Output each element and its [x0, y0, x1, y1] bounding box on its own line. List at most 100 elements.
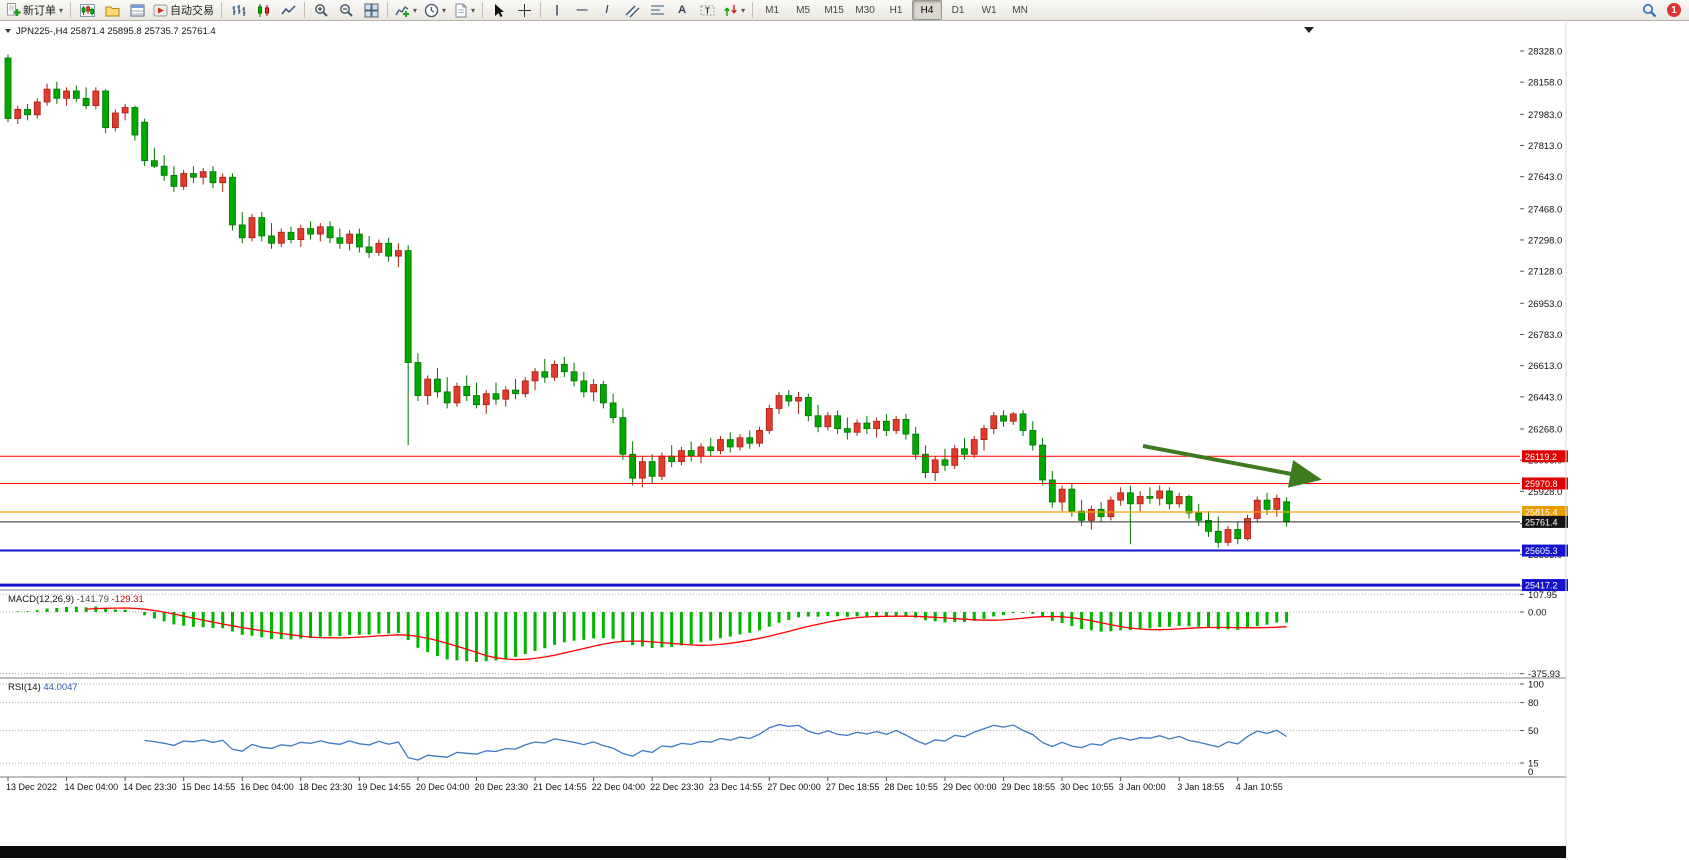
text-label-button[interactable]: T — [695, 0, 719, 20]
candle-body — [82, 97, 90, 107]
candle-body — [482, 393, 490, 406]
candle-body — [1185, 496, 1193, 514]
indicators-button[interactable]: ▾ — [392, 0, 420, 20]
timeframe-m1-button[interactable]: M1 — [765, 4, 780, 16]
candle-body — [560, 363, 568, 373]
candle-body — [707, 446, 715, 452]
timeframe-m30-button[interactable]: M30 — [855, 4, 875, 16]
arrows-button[interactable]: ▾ — [720, 0, 748, 20]
symbol-dropdown-icon[interactable] — [5, 29, 11, 33]
periods-button[interactable]: ▾ — [421, 0, 449, 20]
timeframe-m15-button[interactable]: M15 — [824, 4, 844, 16]
profiles-button[interactable] — [100, 0, 124, 20]
candle-body — [619, 417, 627, 455]
candle-body — [990, 415, 998, 429]
candle-body — [268, 235, 275, 244]
candle-body — [717, 439, 724, 452]
timeframe-mn-button[interactable]: MN — [1012, 4, 1028, 16]
crosshair-button[interactable] — [512, 0, 536, 20]
profiles-icon — [105, 3, 120, 18]
macd-axis-label: -375.93 — [1528, 669, 1560, 680]
dropdown-caret-icon: ▾ — [471, 5, 476, 15]
vertical-line-button[interactable]: | — [545, 0, 569, 20]
candle-body — [355, 233, 363, 248]
timeframe-h4-button[interactable]: H4 — [912, 0, 943, 20]
candle-body — [629, 453, 637, 479]
chart-window-button[interactable] — [75, 0, 99, 20]
candle-body — [531, 371, 539, 382]
dropdown-caret-icon: ▾ — [442, 5, 447, 15]
data-window-icon — [130, 3, 145, 18]
candle-body — [258, 217, 266, 237]
price-badge — [1522, 579, 1568, 592]
candle-body — [453, 385, 461, 404]
trendline-button[interactable]: / — [595, 0, 619, 20]
time-axis-label: 18 Dec 23:30 — [299, 782, 353, 792]
candle-body — [1195, 512, 1203, 521]
fibonacci-button[interactable] — [645, 0, 669, 20]
candlestick-chart-button[interactable] — [251, 0, 275, 20]
candle-body — [1214, 530, 1222, 543]
horizontal-scrollbar[interactable] — [0, 846, 1566, 858]
candle-body — [102, 90, 109, 129]
candle-body — [853, 422, 861, 433]
fibonacci-icon — [650, 3, 665, 18]
macd-label: MACD(12,26,9) -141.79 -129.31 — [8, 594, 144, 605]
cursor-icon — [492, 3, 507, 18]
candle-body — [316, 226, 324, 235]
timeframe-m5-button[interactable]: M5 — [796, 4, 811, 16]
candle-body — [463, 385, 471, 396]
search-button[interactable] — [1637, 0, 1661, 20]
candle-body — [170, 174, 178, 187]
text-button[interactable]: A — [670, 0, 694, 20]
candle-body — [541, 371, 549, 378]
notifications-button[interactable]: 1 — [1662, 0, 1686, 20]
candle-body — [951, 448, 959, 466]
horizontal-line-button[interactable]: — — [570, 0, 594, 20]
new-order-button[interactable]: 新订单 ▾ — [3, 0, 66, 20]
candle-body — [443, 391, 451, 404]
tile-windows-icon — [364, 3, 379, 18]
price-badge-label: 25970.8 — [1525, 479, 1558, 489]
chart-shift-marker[interactable] — [1304, 27, 1314, 33]
timeframe-h1-button[interactable]: H1 — [889, 4, 903, 16]
templates-button[interactable]: ▾ — [450, 0, 478, 20]
chart-title: JPN225-,H4 25871.4 25895.8 25735.7 25761… — [16, 26, 216, 37]
candle-body — [599, 384, 607, 404]
line-chart-button[interactable] — [276, 0, 300, 20]
zoom-out-button[interactable] — [334, 0, 358, 20]
candle-body — [1166, 490, 1173, 505]
candle-body — [912, 433, 920, 455]
candle-body — [756, 430, 763, 444]
bar-chart-button[interactable] — [226, 0, 250, 20]
tile-windows-button[interactable] — [359, 0, 383, 20]
candle-body — [609, 402, 617, 418]
timeframe-d1-button[interactable]: D1 — [951, 4, 965, 16]
candle-body — [1136, 496, 1144, 505]
zoom-in-button[interactable] — [309, 0, 333, 20]
candle-body — [404, 250, 412, 363]
chart-area[interactable]: 28328.0 28158.0 27983.0 27813.0 27643.0 27468… — [0, 22, 1689, 860]
candle-body — [512, 389, 519, 395]
price-axis-label: 26268.0 — [1528, 424, 1562, 435]
candle-body — [1068, 488, 1076, 512]
cursor-button[interactable] — [487, 0, 511, 20]
rsi-axis-label: 15 — [1528, 759, 1539, 770]
dropdown-caret-icon: ▾ — [413, 5, 418, 15]
price-badge — [1522, 477, 1568, 490]
candle-body — [1234, 529, 1242, 540]
candle-body — [873, 420, 881, 429]
candle-body — [24, 108, 31, 116]
trend-arrow-annotation[interactable] — [1142, 444, 1322, 488]
candle-body — [307, 228, 314, 235]
timeframe-w1-button[interactable]: W1 — [981, 4, 997, 16]
equidistant-channel-button[interactable] — [620, 0, 644, 20]
price-lines[interactable] — [0, 455, 1520, 587]
data-window-button[interactable] — [125, 0, 149, 20]
auto-trading-button[interactable]: 自动交易 — [150, 0, 217, 20]
toolbar: 新订单 ▾ 自动交易 ▾ ▾ ▾ | — / A T ▾ M1 M5 M15 M30 H1 H4 D1 W1 MN 1 — [0, 0, 1689, 21]
candle-body — [277, 231, 285, 244]
candle-body — [863, 422, 871, 429]
candle-body — [424, 378, 432, 396]
candle-body — [658, 455, 666, 477]
